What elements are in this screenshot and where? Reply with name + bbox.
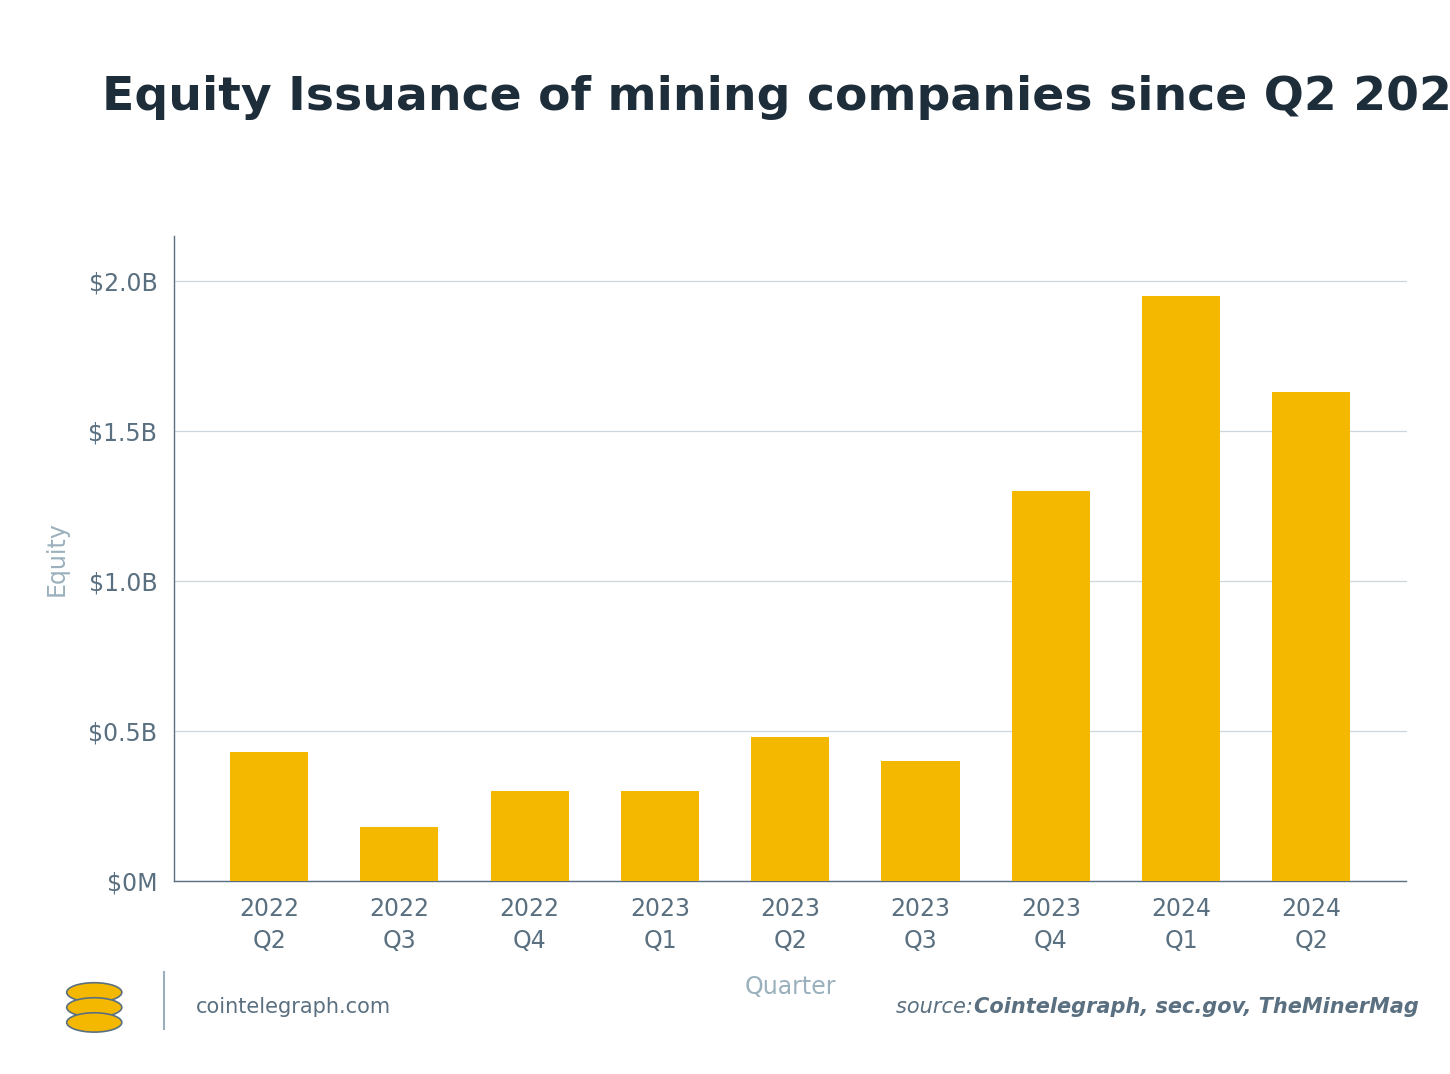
Bar <box>231 752 309 881</box>
Text: Cointelegraph, sec.gov, TheMinerMag: Cointelegraph, sec.gov, TheMinerMag <box>974 997 1420 1017</box>
Ellipse shape <box>67 998 122 1017</box>
Text: cointelegraph.com: cointelegraph.com <box>196 997 392 1017</box>
Ellipse shape <box>67 983 122 1002</box>
Bar <box>621 790 699 881</box>
Bar <box>1272 392 1350 881</box>
Bar <box>882 760 960 881</box>
Y-axis label: Equity: Equity <box>45 521 70 596</box>
Text: source:: source: <box>896 997 980 1017</box>
Bar <box>490 790 568 881</box>
Bar <box>751 737 829 881</box>
Ellipse shape <box>67 1013 122 1032</box>
Bar <box>1012 491 1090 881</box>
Bar <box>360 827 438 881</box>
Bar <box>1143 296 1221 881</box>
Text: Equity Issuance of mining companies since Q2 2022: Equity Issuance of mining companies sinc… <box>102 75 1450 120</box>
X-axis label: Quarter: Quarter <box>744 975 837 999</box>
